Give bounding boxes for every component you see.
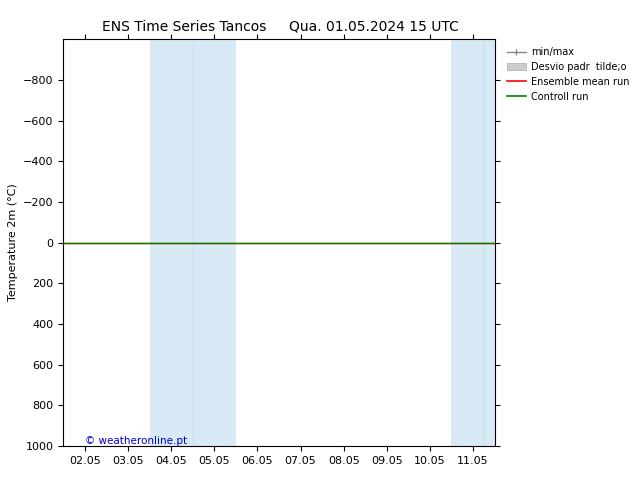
Legend: min/max, Desvio padr  tilde;o, Ensemble mean run, Controll run: min/max, Desvio padr tilde;o, Ensemble m… <box>503 44 632 104</box>
Y-axis label: Temperature 2m (°C): Temperature 2m (°C) <box>8 184 18 301</box>
Text: ENS Time Series Tancos: ENS Time Series Tancos <box>102 20 266 34</box>
Text: Qua. 01.05.2024 15 UTC: Qua. 01.05.2024 15 UTC <box>289 20 459 34</box>
Bar <box>451 39 516 446</box>
Bar <box>150 39 236 446</box>
Text: © weatheronline.pt: © weatheronline.pt <box>86 436 188 446</box>
